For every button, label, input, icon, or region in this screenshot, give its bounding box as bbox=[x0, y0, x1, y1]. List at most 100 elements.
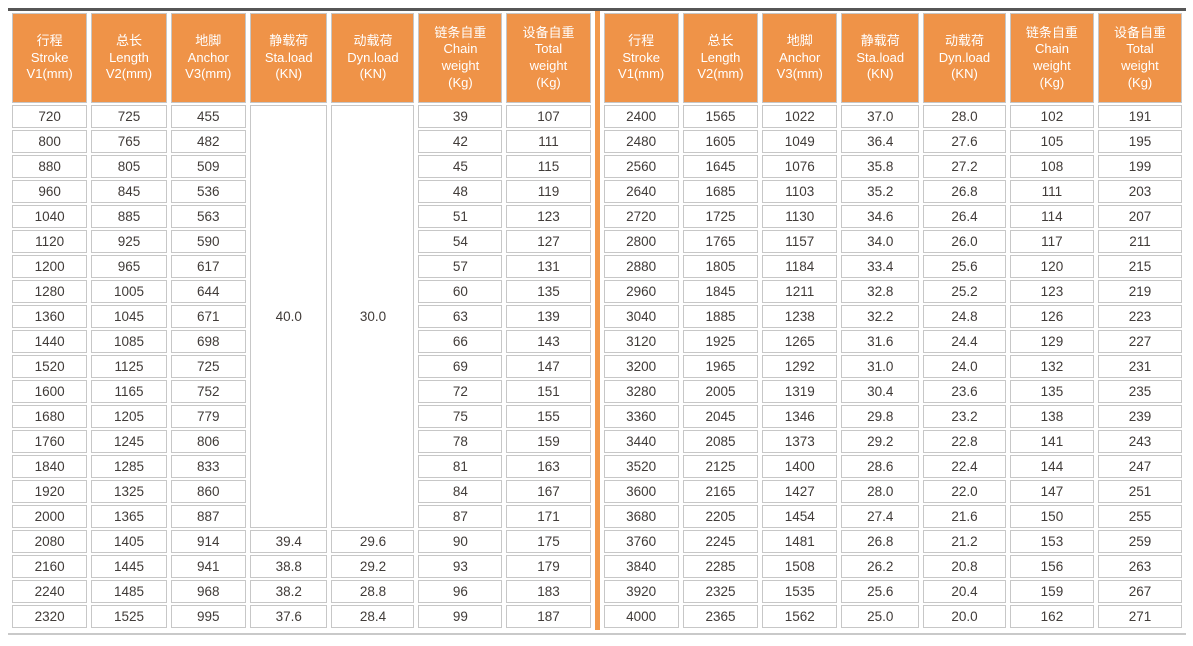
table-row: 1200 965 617 57 131 bbox=[12, 255, 591, 278]
header-line: (KN) bbox=[866, 66, 894, 82]
table-cell: 1765 bbox=[682, 230, 759, 253]
table-cell: 2005 bbox=[682, 380, 759, 403]
header-line: (Kg) bbox=[1127, 74, 1153, 90]
table-cell: 38.8 bbox=[249, 555, 328, 578]
table-cell: 1645 bbox=[682, 155, 759, 178]
table-row: 1760 1245 806 78 159 bbox=[12, 430, 591, 453]
header-line: V1(mm) bbox=[618, 66, 665, 82]
table-cell: 28.0 bbox=[922, 105, 1006, 128]
table-cell: 1211 bbox=[762, 280, 838, 303]
table-cell: 1454 bbox=[762, 505, 838, 528]
table-cell: 3680 bbox=[603, 505, 679, 528]
table-cell: 141 bbox=[1009, 430, 1094, 453]
table-row: 1280 1005 644 60 135 bbox=[12, 280, 591, 303]
header-line: (KN) bbox=[951, 66, 978, 82]
table-cell: 60 bbox=[418, 280, 503, 303]
table-row: 1440 1085 698 66 143 bbox=[12, 330, 591, 353]
table-cell: 20.4 bbox=[922, 580, 1006, 603]
table-cell: 20.0 bbox=[922, 605, 1006, 628]
table-cell: 2560 bbox=[603, 155, 679, 178]
table-cell: 48 bbox=[418, 180, 503, 203]
table-cell: 163 bbox=[506, 455, 591, 478]
table-cell: 87 bbox=[418, 505, 503, 528]
table-cell: 126 bbox=[1009, 305, 1094, 328]
table-cell: 147 bbox=[1009, 480, 1094, 503]
table-cell: 34.6 bbox=[841, 205, 919, 228]
table-cell: 23.2 bbox=[922, 405, 1006, 428]
table-cell: 880 bbox=[12, 155, 88, 178]
spec-table-left: 行程 Stroke V1(mm) 总长 Length V2(mm) 地脚 Anchor V3(m… bbox=[8, 11, 595, 630]
table-cell: 1365 bbox=[91, 505, 167, 528]
header-line: 链条自重 bbox=[1025, 24, 1078, 40]
header-cell-left-0: 行程 Stroke V1(mm) bbox=[12, 13, 88, 103]
table-cell: 203 bbox=[1097, 180, 1182, 203]
table-cell: 132 bbox=[1009, 355, 1094, 378]
header-line: Stroke bbox=[622, 49, 660, 65]
table-cell: 39.4 bbox=[249, 530, 328, 553]
header-line: (Kg) bbox=[1039, 74, 1065, 90]
table-row: 4000 2365 1562 25.0 20.0 162 271 bbox=[603, 605, 1182, 628]
table-row: 960 845 536 48 119 bbox=[12, 180, 591, 203]
table-cell: 1292 bbox=[762, 355, 838, 378]
table-cell: 72 bbox=[418, 380, 503, 403]
table-cell: 191 bbox=[1097, 105, 1182, 128]
bottom-rule bbox=[8, 633, 1186, 635]
table-row: 1680 1205 779 75 155 bbox=[12, 405, 591, 428]
table-cell: 175 bbox=[506, 530, 591, 553]
table-cell: 135 bbox=[506, 280, 591, 303]
table-cell: 3040 bbox=[603, 305, 679, 328]
table-row: 3360 2045 1346 29.8 23.2 138 239 bbox=[603, 405, 1182, 428]
table-cell: 1265 bbox=[762, 330, 838, 353]
table-cell: 1680 bbox=[12, 405, 88, 428]
table-cell: 1445 bbox=[91, 555, 167, 578]
header-line: weight bbox=[1121, 58, 1159, 73]
table-cell: 28.0 bbox=[841, 480, 919, 503]
table-cell: 1405 bbox=[91, 530, 167, 553]
table-cell: 720 bbox=[12, 105, 88, 128]
header-line: weight bbox=[441, 58, 480, 73]
table-cell: 1205 bbox=[91, 405, 167, 428]
table-cell: 25.0 bbox=[841, 605, 919, 628]
table-cell: 24.8 bbox=[922, 305, 1006, 328]
table-row: 1040 885 563 51 123 bbox=[12, 205, 591, 228]
table-row: 2000 1365 887 87 171 bbox=[12, 505, 591, 528]
table-cell: 26.2 bbox=[841, 555, 919, 578]
table-cell: 167 bbox=[506, 480, 591, 503]
table-cell: 117 bbox=[1009, 230, 1094, 253]
table-cell: 2045 bbox=[682, 405, 759, 428]
table-cell: 2240 bbox=[12, 580, 88, 603]
table-row: 880 805 509 45 115 bbox=[12, 155, 591, 178]
table-cell: 725 bbox=[91, 105, 167, 128]
table-cell: 1120 bbox=[12, 230, 88, 253]
table-cell: 93 bbox=[418, 555, 503, 578]
table-cell: 2480 bbox=[603, 130, 679, 153]
header-cell-left-3: 静载荷 Sta.load (KN) bbox=[249, 13, 328, 103]
table-cell: 765 bbox=[91, 130, 167, 153]
header-line: Dyn.load bbox=[938, 49, 991, 65]
table-cell: 1840 bbox=[12, 455, 88, 478]
header-line: 地脚 bbox=[786, 33, 813, 49]
table-cell: 51 bbox=[418, 205, 503, 228]
header-line: Sta.load bbox=[856, 49, 905, 65]
spec-table-right: 行程 Stroke V1(mm) 总长 Length V2(mm) 地脚 Anchor V3(m… bbox=[600, 11, 1187, 630]
table-cell: 129 bbox=[1009, 330, 1094, 353]
table-row: 1840 1285 833 81 163 bbox=[12, 455, 591, 478]
table-cell: 120 bbox=[1009, 255, 1094, 278]
table-row: 3120 1925 1265 31.6 24.4 129 227 bbox=[603, 330, 1182, 353]
table-cell: 32.2 bbox=[841, 305, 919, 328]
header-cell-right-3: 静载荷 Sta.load (KN) bbox=[841, 13, 919, 103]
table-cell: 114 bbox=[1009, 205, 1094, 228]
table-cell: 455 bbox=[170, 105, 246, 128]
center-divider bbox=[594, 11, 600, 630]
table-cell: 131 bbox=[506, 255, 591, 278]
table-cell: 267 bbox=[1097, 580, 1182, 603]
table-cell: 20.8 bbox=[922, 555, 1006, 578]
table-cell: 144 bbox=[1009, 455, 1094, 478]
table-cell: 263 bbox=[1097, 555, 1182, 578]
table-cell: 139 bbox=[506, 305, 591, 328]
table-cell: 1481 bbox=[762, 530, 838, 553]
table-row: 3600 2165 1427 28.0 22.0 147 251 bbox=[603, 480, 1182, 503]
table-cell: 183 bbox=[506, 580, 591, 603]
table-cell: 32.8 bbox=[841, 280, 919, 303]
table-cell: 644 bbox=[170, 280, 246, 303]
